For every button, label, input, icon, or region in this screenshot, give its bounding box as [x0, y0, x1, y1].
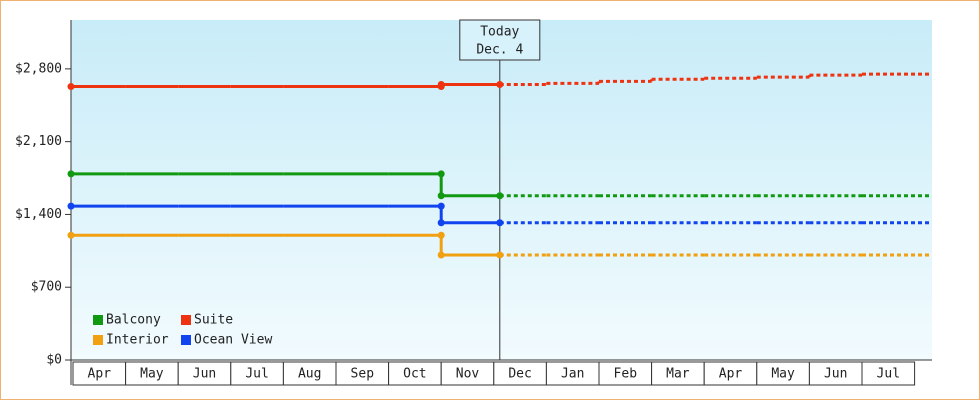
x-tick-label: Apr [88, 367, 112, 382]
x-tick-label: Feb [614, 367, 638, 382]
point [437, 192, 445, 200]
x-tick-label: May [140, 367, 164, 382]
x-tick-label: Apr [719, 367, 743, 382]
x-tick-label: Dec [508, 367, 531, 382]
point [67, 83, 75, 91]
plot-area [71, 20, 932, 360]
x-tick-label: Mar [666, 367, 690, 382]
y-tick-label: $0 [46, 353, 62, 368]
legend-swatch [181, 315, 191, 325]
x-tick-label: Jun [824, 367, 847, 382]
x-tick-label: Oct [403, 367, 426, 382]
legend-swatch [181, 335, 191, 345]
x-tick-label: Jun [193, 367, 216, 382]
x-tick-label: Sep [351, 367, 375, 382]
x-tick-label: Jul [877, 367, 900, 382]
y-tick-label: $700 [31, 280, 62, 295]
legend-label: Ocean View [194, 333, 272, 348]
point [67, 202, 75, 210]
point [67, 231, 75, 239]
legend-swatch [93, 315, 103, 325]
y-tick-label: $2,100 [15, 134, 62, 149]
point [437, 231, 445, 239]
point [437, 170, 445, 178]
point [437, 202, 445, 210]
point [437, 219, 445, 227]
annotation-text: Today [480, 25, 519, 40]
point [437, 80, 445, 88]
y-tick-label: $1,400 [15, 207, 62, 222]
x-band [861, 361, 916, 386]
x-tick-label: May [771, 367, 795, 382]
annotation-box [459, 19, 541, 61]
legend-label: Interior [106, 333, 169, 348]
point [67, 170, 75, 178]
x-tick-label: Jul [245, 367, 268, 382]
x-tick-label: Jan [561, 367, 584, 382]
x-tick-label: Nov [456, 367, 480, 382]
point [437, 251, 445, 259]
legend-label: Balcony [106, 313, 161, 328]
legend-swatch [93, 335, 103, 345]
y-tick-label: $2,800 [15, 61, 62, 76]
legend-label: Suite [194, 313, 233, 328]
x-tick-label: Aug [298, 367, 321, 382]
annotation-text: Dec. 4 [476, 43, 523, 58]
